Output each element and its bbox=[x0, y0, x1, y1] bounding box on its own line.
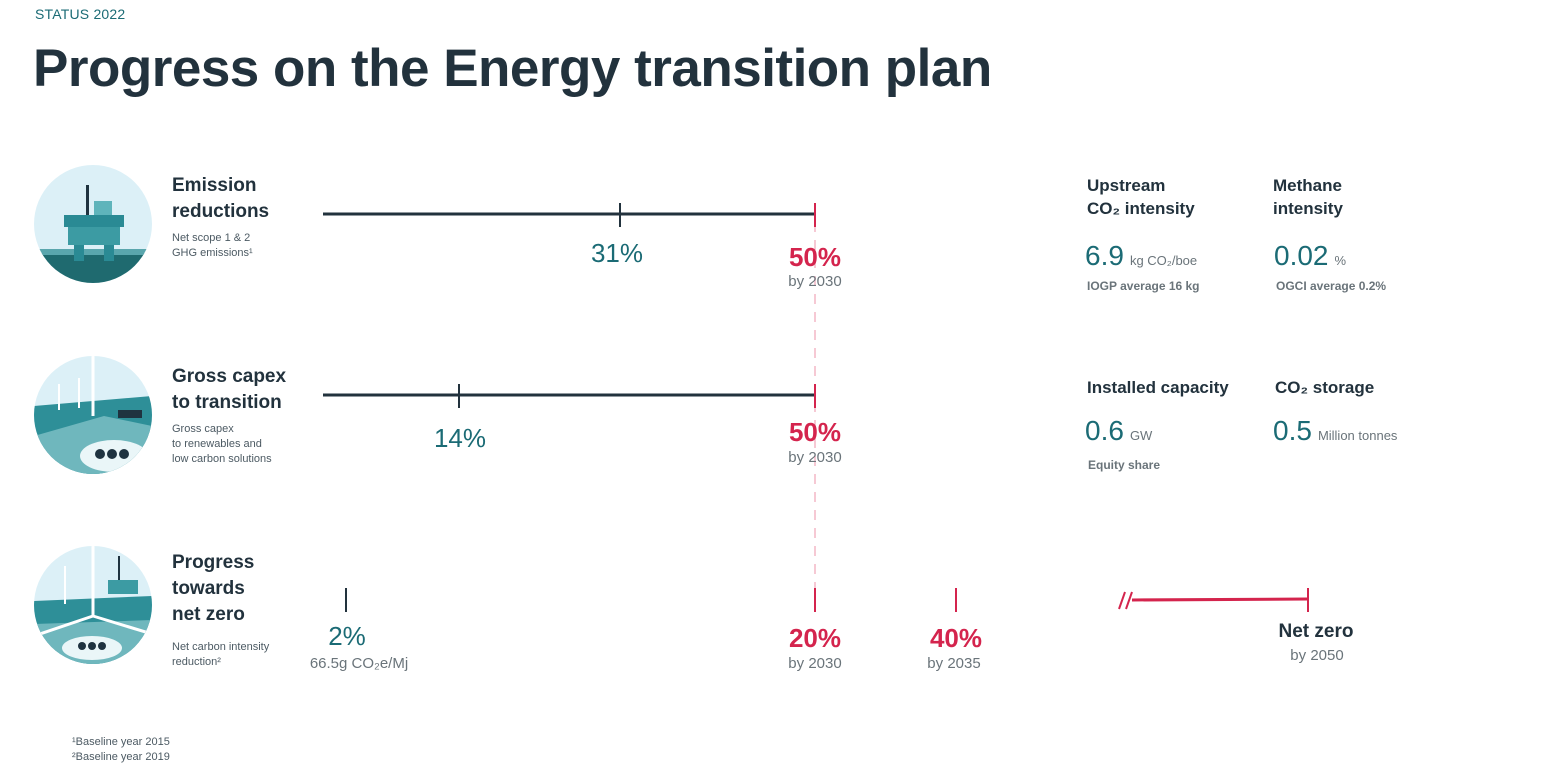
capacity-kpi-unit: GW bbox=[1129, 428, 1153, 443]
offshore-platform-icon bbox=[34, 165, 152, 283]
emission-subtitle-line2: GHG emissions¹ bbox=[172, 247, 253, 259]
emission-title: Emission reductions bbox=[172, 173, 312, 225]
capex-subtitle: Gross capex to renewables and low carbon… bbox=[172, 422, 332, 467]
emission-subtitle: Net scope 1 & 2 GHG emissions¹ bbox=[172, 231, 332, 261]
netzero-track-end bbox=[1131, 597, 1309, 602]
storage-kpi-unit: Million tonnes bbox=[1317, 428, 1398, 443]
netzero-subtitle-line1: Net carbon intensity bbox=[172, 641, 270, 653]
footnote-baseline-2019: ²Baseline year 2019 bbox=[72, 751, 170, 763]
netzero-final-label: Net zero bbox=[1278, 621, 1354, 642]
methane-kpi-unit: % bbox=[1334, 253, 1347, 268]
footnote-baseline-2015: ¹Baseline year 2015 bbox=[72, 736, 170, 748]
upstream-kpi-title: Upstream CO₂ intensity bbox=[1087, 174, 1195, 220]
methane-kpi-note: OGCI average 0.2% bbox=[1276, 279, 1387, 293]
netzero-subtitle-line2: reduction² bbox=[172, 656, 221, 668]
capex-title-line2: to transition bbox=[172, 392, 282, 413]
netzero-2035-year: by 2035 bbox=[927, 655, 981, 672]
netzero-title-line1: Progress bbox=[172, 552, 255, 573]
emission-title-line2: reductions bbox=[172, 201, 270, 222]
storage-kpi-title: CO₂ storage bbox=[1275, 378, 1375, 397]
methane-kpi-value: 0.02% bbox=[1274, 240, 1346, 272]
capacity-kpi-value: 0.6 GW bbox=[1085, 415, 1152, 447]
methane-kpi-title-line2: intensity bbox=[1273, 199, 1343, 218]
netzero-subtitle: Net carbon intensity reduction² bbox=[172, 640, 332, 670]
axis-break-mark-2 bbox=[1125, 591, 1133, 610]
netzero-current-value: 2% bbox=[328, 621, 366, 651]
capex-subtitle-line2: to renewables and bbox=[172, 438, 262, 450]
methane-kpi-title-line1: Methane bbox=[1273, 176, 1342, 195]
emission-title-line1: Emission bbox=[172, 175, 257, 196]
page-title: Progress on the Energy transition plan bbox=[33, 39, 992, 98]
upstream-kpi-title-line1: Upstream bbox=[1087, 176, 1166, 195]
methane-kpi-title: Methane intensity bbox=[1273, 174, 1343, 220]
capex-title-line1: Gross capex bbox=[172, 366, 287, 387]
status-kicker: STATUS 2022 bbox=[35, 6, 126, 22]
storage-kpi-number: 0.5 bbox=[1273, 415, 1312, 446]
netzero-2030-year: by 2030 bbox=[788, 655, 842, 672]
capex-subtitle-line3: low carbon solutions bbox=[172, 453, 272, 465]
capex-target-value: 50% bbox=[788, 417, 842, 447]
netzero-final-year: by 2050 bbox=[1290, 647, 1344, 664]
emission-target-year: by 2030 bbox=[788, 273, 842, 290]
storage-kpi-value: 0.5 Million tonnes bbox=[1273, 415, 1397, 447]
netzero-title: Progress towards net zero bbox=[172, 550, 312, 628]
capex-target-year: by 2030 bbox=[788, 449, 842, 466]
upstream-kpi-value: 6.9 kg CO₂/boe bbox=[1085, 240, 1197, 272]
emission-subtitle-line1: Net scope 1 & 2 bbox=[172, 232, 251, 244]
capacity-kpi-note: Equity share bbox=[1088, 458, 1161, 472]
wind-farm-icon bbox=[34, 356, 152, 474]
capacity-kpi-number: 0.6 bbox=[1085, 415, 1124, 446]
capacity-kpi-title: Installed capacity bbox=[1087, 378, 1229, 397]
netzero-2030-value: 20% bbox=[788, 623, 842, 653]
emission-target-value: 50% bbox=[788, 242, 842, 272]
netzero-title-line2: towards bbox=[172, 578, 245, 599]
upstream-kpi-number: 6.9 bbox=[1085, 240, 1124, 271]
netzero-current-note: 66.5g CO₂e/Mj bbox=[309, 655, 409, 672]
net-zero-icon bbox=[34, 546, 152, 664]
upstream-kpi-unit: kg CO₂/boe bbox=[1129, 253, 1198, 268]
capex-current-value: 14% bbox=[433, 423, 487, 453]
netzero-2035-value: 40% bbox=[929, 623, 983, 653]
methane-kpi-number: 0.02 bbox=[1274, 240, 1329, 271]
axis-break-mark-1 bbox=[1118, 591, 1126, 610]
capex-subtitle-line1: Gross capex bbox=[172, 423, 234, 435]
capex-title: Gross capex to transition bbox=[172, 364, 312, 416]
upstream-kpi-note: IOGP average 16 kg bbox=[1087, 279, 1200, 293]
netzero-title-line3: net zero bbox=[172, 604, 245, 625]
upstream-kpi-title-line2: CO₂ intensity bbox=[1087, 199, 1195, 218]
emission-current-value: 31% bbox=[590, 238, 644, 268]
